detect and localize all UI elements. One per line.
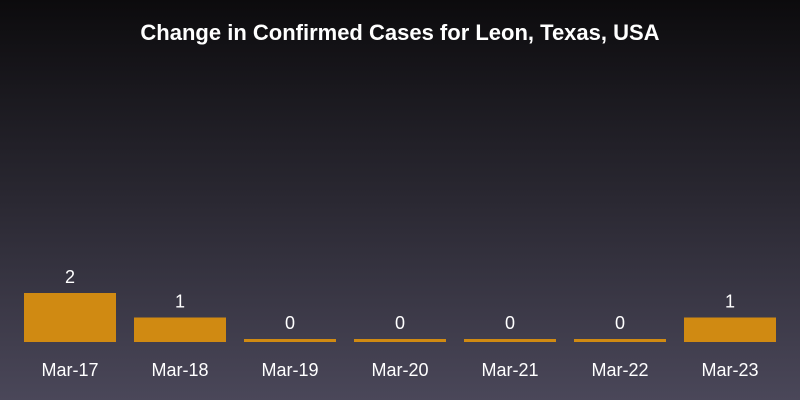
data-label-mar-17: 2: [65, 267, 75, 287]
bar-mar-22: [574, 339, 666, 342]
x-tick-label-mar-17: Mar-17: [41, 360, 98, 380]
data-label-mar-21: 0: [505, 313, 515, 333]
x-tick-label-mar-22: Mar-22: [591, 360, 648, 380]
x-tick-label-mar-19: Mar-19: [261, 360, 318, 380]
x-tick-label-mar-23: Mar-23: [701, 360, 758, 380]
chart-title: Change in Confirmed Cases for Leon, Texa…: [140, 20, 660, 45]
x-tick-label-mar-21: Mar-21: [481, 360, 538, 380]
data-label-mar-23: 1: [725, 292, 735, 312]
bar-mar-19: [244, 339, 336, 342]
bar-mar-18: [134, 317, 226, 342]
data-label-mar-22: 0: [615, 313, 625, 333]
bar-mar-21: [464, 339, 556, 342]
bar-mar-17: [24, 293, 116, 342]
data-label-mar-19: 0: [285, 313, 295, 333]
bar-mar-23: [684, 317, 776, 342]
bar-mar-20: [354, 339, 446, 342]
data-label-mar-20: 0: [395, 313, 405, 333]
x-tick-label-mar-18: Mar-18: [151, 360, 208, 380]
x-tick-label-mar-20: Mar-20: [371, 360, 428, 380]
data-label-mar-18: 1: [175, 292, 185, 312]
